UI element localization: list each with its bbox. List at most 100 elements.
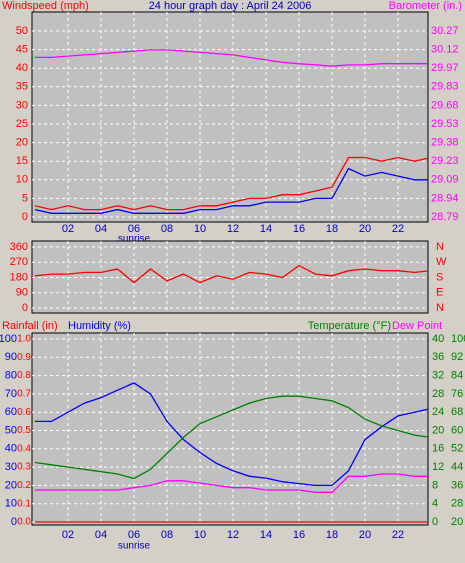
y2-tick-label: N: [436, 241, 444, 253]
y2-tick-label: 29.09: [431, 174, 459, 186]
y-tick-label: 20: [16, 137, 28, 149]
y-tick-label: 15: [16, 155, 28, 167]
y2-tick-label: 29.68: [431, 99, 459, 111]
x-tick-label: 04: [95, 529, 107, 541]
x-tick-label: 10: [194, 223, 206, 235]
y4-tick-label: 0.5: [17, 425, 31, 436]
annotation: sunrise: [118, 234, 151, 245]
y3-tick-label: 68: [451, 406, 463, 418]
y2-tick-label: 29.23: [431, 155, 459, 167]
x-tick-label: 18: [326, 223, 338, 235]
y2-tick-label: 30.12: [431, 44, 459, 56]
x-tick-label: 06: [128, 529, 140, 541]
y2-tick-label: 29.83: [431, 81, 459, 93]
y-tick-label: 360: [10, 241, 28, 253]
y-tick-label: 30: [16, 99, 28, 111]
x-tick-label: 16: [293, 529, 305, 541]
series-line: [34, 395, 428, 480]
series-line: [35, 49, 428, 67]
chart-title: 24 hour graph day : April 24 2006: [149, 0, 312, 12]
series-line: [34, 264, 428, 284]
x-tick-label: 12: [227, 529, 239, 541]
y3-tick-label: 52: [451, 443, 463, 455]
series-line: [34, 167, 428, 214]
y-tick-label: 180: [10, 271, 28, 283]
y2-tick-label: W: [436, 256, 447, 268]
y3-tick-label: 60: [451, 424, 463, 436]
x-tick-label: 14: [260, 529, 272, 541]
y4-tick-label: 0.9: [17, 352, 31, 363]
y-tick-label: 20: [5, 479, 17, 491]
y2-tick-label: 32: [432, 370, 444, 382]
plot: [32, 241, 428, 313]
y4-tick-label: 0.7: [17, 389, 31, 400]
y-tick-label: 10: [5, 498, 17, 510]
y2-tick-label: 16: [432, 443, 444, 455]
y-tick-label: 40: [16, 62, 28, 74]
y4-tick-label: 1.0: [17, 334, 31, 345]
y-tick-label: 35: [16, 81, 28, 93]
y2-tick-label: 28: [432, 388, 444, 400]
plot: [32, 333, 428, 525]
x-tick-label: 04: [95, 223, 107, 235]
y3-tick-label: 36: [451, 479, 463, 491]
y-tick-label: 45: [16, 44, 28, 56]
y-axis-label: Windspeed (mph): [2, 0, 89, 12]
x-tick-label: 14: [260, 223, 272, 235]
y4-tick-label: 0.0: [17, 517, 31, 528]
x-tick-label: 02: [62, 529, 74, 541]
y3-tick-label: 92: [451, 351, 463, 363]
y-tick-label: 0: [22, 211, 28, 223]
y-tick-label: 270: [10, 256, 28, 268]
y2-tick-label: 29.38: [431, 137, 459, 149]
legend-entry: Rainfall (in): [2, 320, 58, 332]
y4-tick-label: 0.4: [17, 443, 31, 454]
y-tick-label: 90: [16, 287, 28, 299]
x-tick-label: 22: [392, 223, 404, 235]
x-tick-label: 06: [128, 223, 140, 235]
y2-tick-label: 4: [432, 498, 438, 510]
y-tick-label: 50: [16, 25, 28, 37]
series-line: [35, 473, 428, 493]
y3-tick-label: 84: [451, 370, 463, 382]
x-tick-label: 20: [359, 529, 371, 541]
x-tick-label: 12: [227, 223, 239, 235]
x-tick-label: 02: [62, 223, 74, 235]
y-tick-label: 50: [5, 424, 17, 436]
y2-tick-label: 0: [432, 516, 438, 528]
y-tick-label: 80: [5, 370, 17, 382]
y-tick-label: 10: [16, 174, 28, 186]
y2-tick-label: S: [436, 271, 443, 283]
y2-tick-label: 40: [432, 333, 444, 345]
y3-tick-label: 28: [451, 498, 463, 510]
y-tick-label: 40: [5, 443, 17, 455]
y2-tick-label: 29.97: [431, 62, 459, 74]
y-tick-label: 0: [22, 302, 28, 314]
y-tick-label: 70: [5, 388, 17, 400]
y2-tick-label: 8: [432, 479, 438, 491]
y4-tick-label: 0.8: [17, 370, 31, 381]
series-line: [35, 382, 428, 487]
x-tick-label: 18: [326, 529, 338, 541]
y-tick-label: 60: [5, 406, 17, 418]
plot: [32, 12, 428, 222]
y4-tick-label: 0.2: [17, 480, 31, 491]
x-tick-label: 10: [194, 529, 206, 541]
y3-tick-label: 76: [451, 388, 463, 400]
y2-tick-label: 24: [432, 406, 444, 418]
plot-area: [31, 11, 429, 223]
x-tick-label: 22: [392, 529, 404, 541]
x-tick-label: 08: [161, 529, 173, 541]
y-tick-label: 30: [5, 461, 17, 473]
y4-tick-label: 0.1: [17, 498, 31, 509]
legend-entry: Dew Point: [392, 320, 442, 332]
y-tick-label: 90: [5, 351, 17, 363]
plot-area: [31, 332, 429, 526]
y2-tick-label: 30.27: [431, 25, 459, 37]
y2-tick-label: N: [436, 302, 444, 314]
y2-tick-label: 28.94: [431, 192, 459, 204]
y2-tick-label: 12: [432, 461, 444, 473]
series-line: [34, 156, 428, 211]
y-tick-label: 0: [11, 516, 17, 528]
